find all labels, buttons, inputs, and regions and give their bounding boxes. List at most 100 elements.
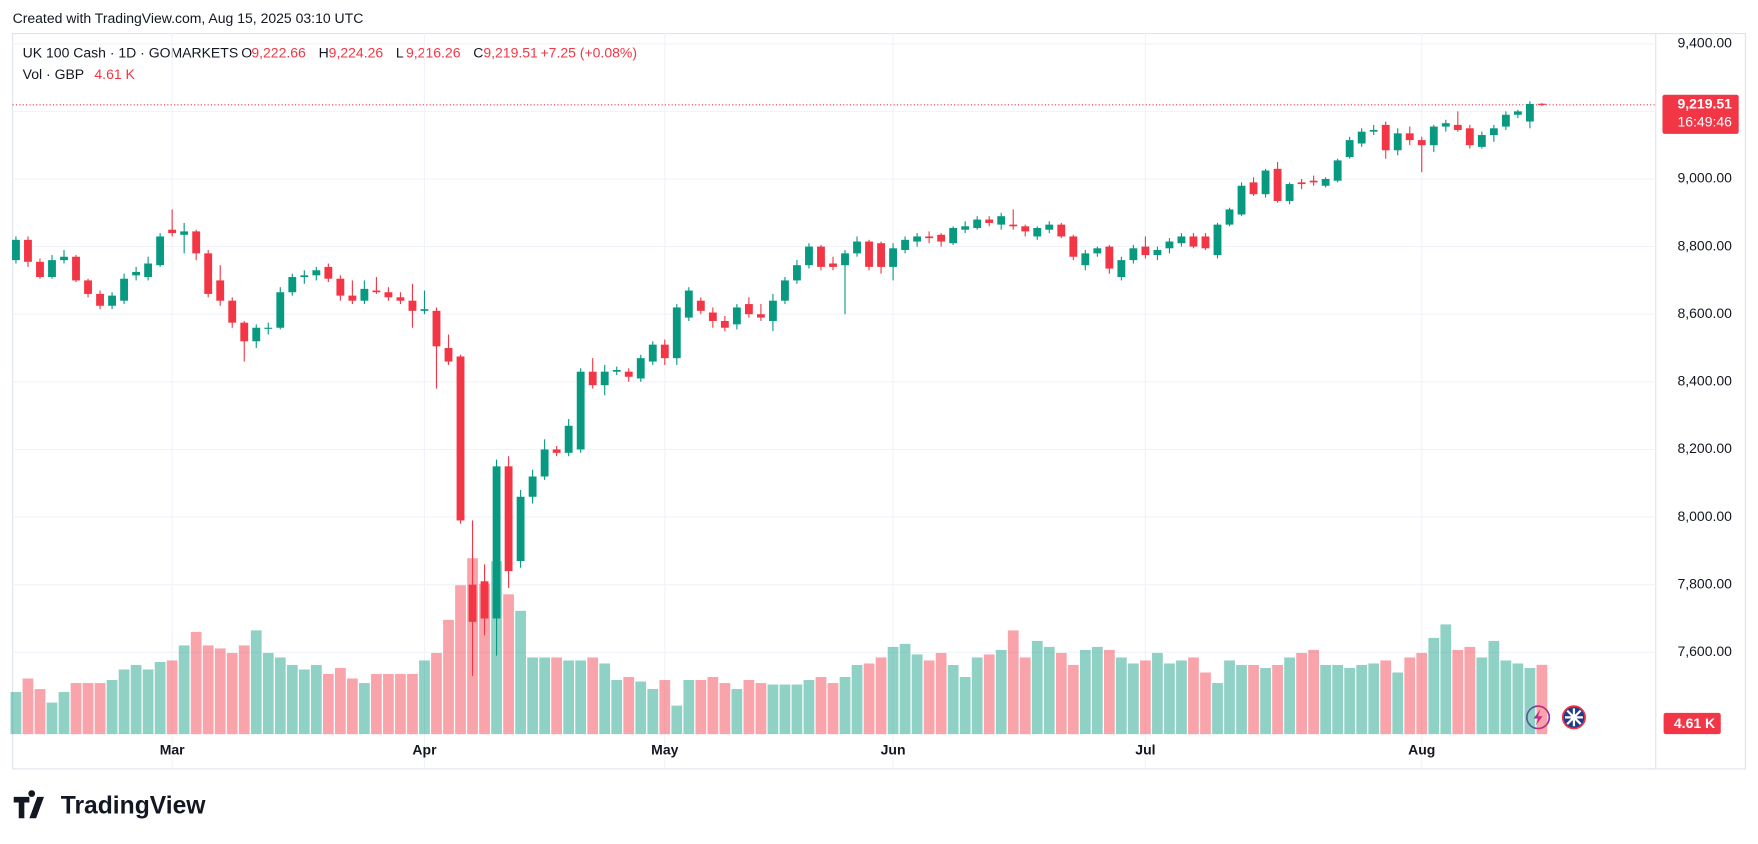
logo-icon	[13, 790, 44, 819]
volume-bar	[118, 669, 130, 735]
candle-body	[949, 228, 958, 244]
candle-body	[768, 300, 777, 321]
candle-body	[1033, 228, 1042, 237]
candle-body	[288, 277, 297, 293]
candle-body	[1009, 224, 1018, 227]
ohlc-key: O	[241, 45, 252, 61]
candle-body	[588, 371, 597, 386]
candle-body	[552, 449, 561, 453]
candle-body	[985, 219, 994, 223]
volume-bar	[503, 594, 514, 735]
candle-body	[937, 234, 946, 242]
candle-body	[60, 256, 68, 261]
volume-bar	[322, 673, 334, 735]
volume-bar	[407, 673, 418, 735]
candle-body	[432, 310, 441, 347]
volume-bar	[1296, 652, 1307, 735]
volume-bar	[214, 648, 226, 735]
candle-body	[468, 584, 477, 622]
candle-body	[516, 496, 525, 561]
volume-bar	[346, 678, 358, 735]
volume-bar	[875, 657, 887, 735]
candle-body	[1477, 135, 1486, 147]
created-note: Created with TradingView.com, Aug 15, 20…	[13, 10, 364, 26]
candle-body	[612, 369, 621, 372]
volume-bar	[1476, 657, 1488, 735]
countdown: 16:49:46	[1677, 113, 1732, 129]
candle-body	[1261, 170, 1270, 195]
volume-bars	[10, 558, 1548, 735]
volume-bar	[863, 663, 875, 735]
candle-body	[1369, 129, 1378, 132]
volume-bar	[1152, 652, 1163, 735]
candle-body	[865, 241, 873, 267]
volume-bar	[1332, 664, 1344, 735]
volume-bar	[1452, 649, 1464, 735]
volume-bar	[190, 631, 202, 735]
candle-body	[684, 290, 693, 318]
candle-body	[156, 236, 165, 266]
volume-bar	[359, 683, 370, 735]
candle-body	[252, 327, 261, 342]
y-tick-label: 7,600.00	[1677, 643, 1732, 659]
volume-bar	[298, 669, 310, 735]
volume-bar	[1019, 657, 1031, 735]
volume-bar	[1392, 672, 1404, 735]
volume-bar	[707, 677, 719, 735]
volume-bar	[371, 673, 382, 735]
volume-bar	[755, 683, 767, 735]
candle-body	[901, 239, 910, 250]
candle-body	[504, 466, 513, 572]
candle-body	[264, 327, 273, 329]
ohlc-value: 9,222.66	[251, 45, 306, 61]
volume-bar	[767, 684, 779, 735]
volume-bar	[226, 652, 238, 735]
candle-body	[336, 278, 345, 296]
volume-bar	[983, 654, 995, 735]
candle-body	[372, 290, 381, 293]
volume-bar	[887, 646, 899, 735]
volume-bar	[443, 619, 454, 735]
candle-body	[204, 253, 213, 294]
candle-body	[1501, 114, 1510, 127]
volume-bar	[130, 664, 142, 735]
footer-logo: TradingView	[13, 790, 206, 820]
volume-bar	[310, 664, 322, 735]
volume-bar	[587, 657, 599, 735]
volume-bar	[202, 645, 214, 735]
candle-body	[192, 231, 201, 254]
y-tick-label: 9,000.00	[1677, 170, 1732, 186]
volume-bar	[1536, 664, 1548, 735]
candle-body	[12, 239, 20, 261]
volume-bar	[1368, 663, 1380, 735]
volume-bar	[1236, 664, 1247, 735]
candle-body	[108, 295, 116, 306]
candle-body	[420, 309, 429, 311]
candle-body	[1345, 140, 1354, 158]
volume-bar	[334, 667, 346, 735]
candle-body	[889, 248, 898, 267]
volume-bar	[166, 660, 178, 735]
volume-bar	[431, 652, 442, 735]
volume-bar	[1284, 657, 1295, 735]
ohlc-key: L	[396, 45, 404, 61]
volume-bar	[1200, 672, 1211, 735]
candle-body	[240, 322, 249, 342]
candle-body	[925, 236, 934, 239]
candle-body	[180, 231, 189, 235]
candle-body	[973, 219, 982, 229]
candle-body	[1381, 124, 1390, 151]
candle-body	[1069, 236, 1078, 257]
candle-body	[492, 466, 501, 619]
volume-bar	[1067, 664, 1079, 735]
candle-body	[360, 288, 369, 301]
y-tick-label: 8,600.00	[1677, 305, 1732, 321]
candle-body	[1465, 128, 1474, 146]
volume-bar	[647, 689, 659, 735]
candle-body	[1201, 236, 1210, 249]
volume-bar	[539, 657, 551, 735]
volume-bar	[1212, 683, 1223, 735]
candle-body	[997, 216, 1006, 225]
volume-bar	[935, 652, 947, 735]
volume-bar	[94, 683, 106, 735]
